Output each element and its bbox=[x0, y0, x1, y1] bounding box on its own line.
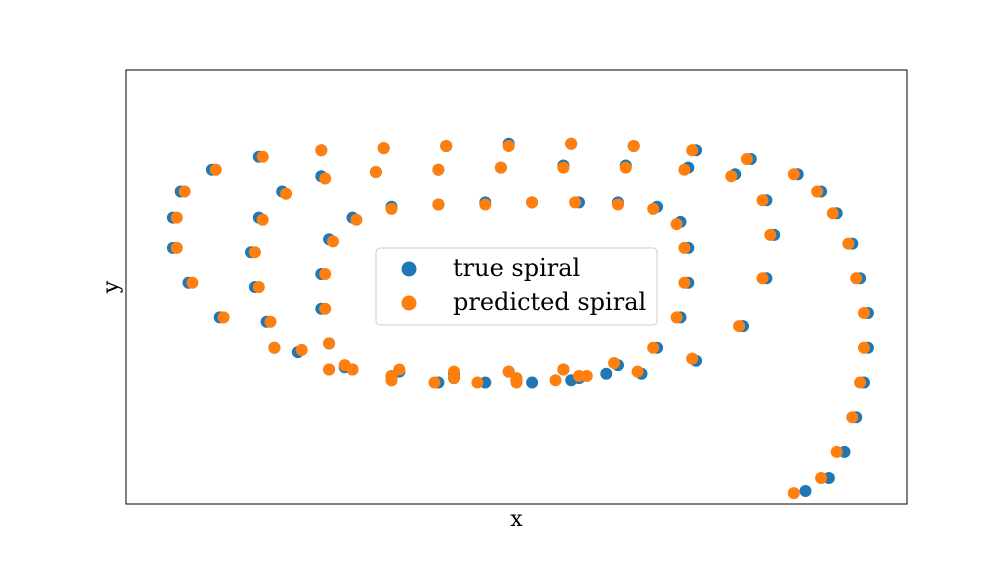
legend-box bbox=[375, 247, 658, 326]
point-predicted-spiral bbox=[647, 202, 660, 215]
point-predicted-spiral bbox=[573, 370, 585, 382]
point-predicted-spiral bbox=[432, 198, 445, 211]
point-predicted-spiral bbox=[569, 196, 582, 209]
point-predicted-spiral bbox=[787, 168, 800, 181]
point-predicted-spiral bbox=[178, 185, 191, 198]
point-predicted-spiral bbox=[670, 311, 683, 324]
point-predicted-spiral bbox=[557, 161, 570, 174]
point-predicted-spiral bbox=[846, 411, 859, 424]
point-predicted-spiral bbox=[369, 166, 382, 178]
point-predicted-spiral bbox=[565, 137, 578, 150]
point-predicted-spiral bbox=[686, 144, 699, 157]
point-predicted-spiral bbox=[787, 487, 800, 500]
point-predicted-spiral bbox=[338, 359, 351, 372]
point-predicted-spiral bbox=[248, 246, 261, 259]
point-predicted-spiral bbox=[170, 241, 183, 254]
y-axis-label: y bbox=[99, 280, 124, 294]
point-predicted-spiral bbox=[385, 370, 398, 382]
point-predicted-spiral bbox=[670, 218, 683, 231]
point-predicted-spiral bbox=[842, 237, 855, 250]
point-predicted-spiral bbox=[854, 376, 867, 389]
point-predicted-spiral bbox=[428, 376, 441, 389]
point-predicted-spiral bbox=[756, 272, 769, 285]
point-predicted-spiral bbox=[385, 202, 398, 215]
series-layer bbox=[166, 137, 874, 500]
point-predicted-spiral bbox=[557, 363, 570, 376]
point-predicted-spiral bbox=[549, 374, 562, 387]
point-predicted-spiral bbox=[826, 207, 839, 220]
point-predicted-spiral bbox=[502, 140, 515, 152]
point-predicted-spiral bbox=[686, 352, 699, 365]
point-predicted-spiral bbox=[186, 276, 199, 289]
point-predicted-spiral bbox=[830, 445, 843, 458]
point-true-spiral bbox=[526, 376, 539, 389]
point-true-spiral bbox=[600, 367, 613, 380]
point-predicted-spiral bbox=[740, 153, 753, 165]
point-predicted-spiral bbox=[811, 185, 824, 198]
point-predicted-spiral bbox=[252, 281, 265, 293]
point-predicted-spiral bbox=[264, 315, 277, 328]
point-predicted-spiral bbox=[448, 372, 460, 385]
point-predicted-spiral bbox=[432, 163, 445, 176]
point-predicted-spiral bbox=[280, 187, 293, 200]
point-predicted-spiral bbox=[678, 163, 691, 176]
point-predicted-spiral bbox=[440, 140, 453, 152]
legend-label-predicted-spiral: predicted spiral bbox=[453, 288, 646, 316]
legend-marker-predicted-spiral bbox=[401, 295, 417, 311]
legend-label-true-spiral: true spiral bbox=[453, 254, 580, 282]
point-predicted-spiral bbox=[209, 163, 222, 176]
point-predicted-spiral bbox=[631, 365, 644, 378]
point-predicted-spiral bbox=[858, 307, 870, 319]
point-predicted-spiral bbox=[319, 268, 332, 280]
point-predicted-spiral bbox=[612, 198, 624, 211]
point-predicted-spiral bbox=[494, 161, 507, 174]
point-predicted-spiral bbox=[327, 235, 339, 248]
legend-marker-true-spiral bbox=[401, 261, 417, 277]
point-predicted-spiral bbox=[170, 211, 183, 224]
point-predicted-spiral bbox=[608, 357, 621, 369]
point-predicted-spiral bbox=[764, 228, 777, 241]
point-predicted-spiral bbox=[315, 144, 328, 157]
point-predicted-spiral bbox=[350, 213, 363, 226]
point-predicted-spiral bbox=[323, 337, 336, 350]
point-predicted-spiral bbox=[647, 341, 660, 354]
series-predicted-spiral bbox=[170, 137, 870, 500]
legend: true spiral predicted spiral bbox=[375, 247, 658, 326]
point-predicted-spiral bbox=[678, 241, 691, 254]
point-predicted-spiral bbox=[678, 276, 691, 289]
point-predicted-spiral bbox=[815, 472, 828, 484]
point-predicted-spiral bbox=[319, 302, 332, 315]
point-predicted-spiral bbox=[256, 213, 269, 226]
point-predicted-spiral bbox=[319, 172, 332, 185]
point-predicted-spiral bbox=[756, 194, 769, 207]
point-predicted-spiral bbox=[619, 161, 632, 174]
point-predicted-spiral bbox=[627, 140, 640, 152]
point-predicted-spiral bbox=[268, 341, 281, 354]
point-predicted-spiral bbox=[323, 363, 336, 376]
point-predicted-spiral bbox=[526, 196, 539, 209]
point-true-spiral bbox=[799, 485, 812, 497]
point-predicted-spiral bbox=[850, 272, 863, 285]
point-predicted-spiral bbox=[510, 372, 523, 385]
point-predicted-spiral bbox=[295, 343, 308, 356]
point-predicted-spiral bbox=[377, 142, 390, 155]
x-axis-label: x bbox=[510, 507, 523, 532]
point-predicted-spiral bbox=[256, 150, 269, 163]
point-predicted-spiral bbox=[217, 311, 230, 324]
point-predicted-spiral bbox=[733, 320, 746, 333]
point-predicted-spiral bbox=[471, 376, 484, 389]
point-predicted-spiral bbox=[858, 341, 870, 354]
point-predicted-spiral bbox=[725, 170, 738, 183]
point-predicted-spiral bbox=[479, 198, 492, 211]
